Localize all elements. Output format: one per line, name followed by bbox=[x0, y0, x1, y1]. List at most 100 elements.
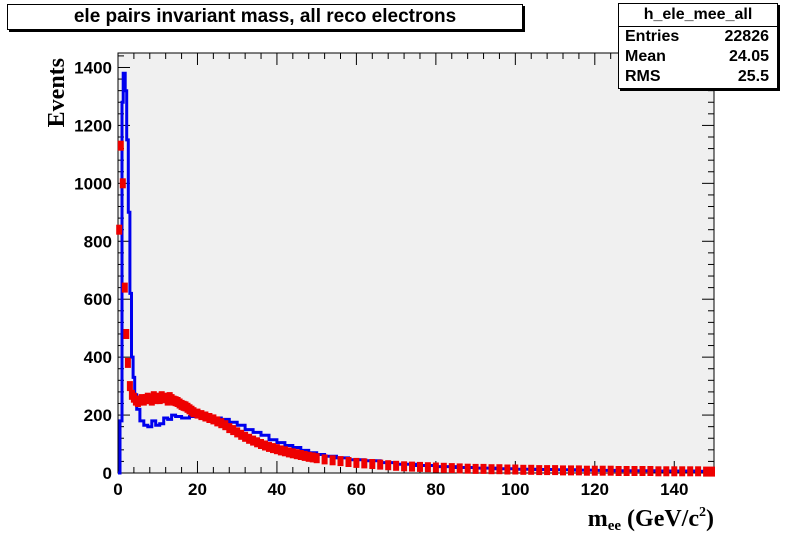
series-red-marker bbox=[440, 462, 447, 473]
x-axis-title-unit: (GeV/c bbox=[627, 506, 699, 532]
series-red-marker bbox=[329, 455, 336, 466]
series-red-marker bbox=[202, 411, 209, 422]
series-red-marker bbox=[305, 451, 312, 462]
x-tick-label: 40 bbox=[267, 480, 286, 499]
stats-rms-value: 25.5 bbox=[737, 68, 769, 85]
series-red-marker bbox=[198, 410, 205, 421]
series-group bbox=[116, 71, 715, 477]
series-red-marker bbox=[512, 464, 519, 475]
y-tick-label: 200 bbox=[84, 406, 112, 425]
series-red-marker bbox=[480, 463, 487, 474]
y-tick-label: 800 bbox=[84, 232, 112, 251]
stats-row-entries: Entries 22826 bbox=[619, 27, 777, 47]
series-red-marker bbox=[270, 443, 276, 454]
series-red-marker bbox=[568, 465, 574, 476]
stats-entries-value: 22826 bbox=[724, 28, 770, 45]
x-tick-label: 120 bbox=[581, 480, 609, 499]
x-axis-title: mee (GeV/c2) bbox=[588, 505, 714, 534]
series-red-marker bbox=[393, 460, 400, 471]
series-red-marker bbox=[277, 445, 284, 456]
series-red-marker bbox=[679, 466, 686, 477]
y-tick-label: 1400 bbox=[74, 58, 112, 77]
y-tick-label: 0 bbox=[103, 464, 112, 483]
series-red-marker bbox=[234, 427, 241, 438]
x-tick-label: 0 bbox=[113, 480, 122, 499]
series-red-marker bbox=[544, 465, 551, 476]
series-red-marker bbox=[266, 441, 272, 452]
series-red-marker bbox=[504, 464, 511, 475]
series-red-marker bbox=[369, 459, 376, 469]
series-red-marker bbox=[432, 462, 439, 473]
stats-histogram-name: h_ele_mee_all bbox=[619, 4, 777, 27]
series-red-marker bbox=[631, 466, 638, 476]
series-red-marker bbox=[194, 408, 201, 419]
series-red-marker bbox=[321, 454, 328, 465]
y-tick-label: 600 bbox=[84, 290, 112, 309]
x-axis-title-sub: ee bbox=[608, 518, 622, 534]
stats-entries-label: Entries bbox=[625, 28, 680, 45]
series-red-marker bbox=[273, 444, 280, 455]
series-red-marker bbox=[121, 282, 128, 293]
series-red-marker bbox=[464, 463, 471, 474]
series-red-marker bbox=[250, 435, 257, 446]
series-red-marker bbox=[401, 461, 408, 472]
series-red-marker bbox=[456, 463, 463, 474]
series-red-marker bbox=[575, 465, 582, 476]
series-red-marker bbox=[361, 458, 368, 469]
x-tick-label: 20 bbox=[188, 480, 207, 499]
stats-rms-label: RMS bbox=[625, 68, 661, 85]
series-red-marker bbox=[599, 465, 606, 476]
series-red-marker bbox=[206, 413, 213, 423]
x-tick-label: 80 bbox=[426, 480, 445, 499]
y-tick-label: 1200 bbox=[74, 116, 112, 135]
series-red-marker bbox=[583, 465, 590, 476]
series-red-marker bbox=[496, 464, 503, 475]
series-red-marker bbox=[246, 433, 253, 444]
series-red-marker bbox=[472, 463, 479, 474]
series-red-marker bbox=[258, 439, 264, 449]
series-red-marker bbox=[385, 460, 392, 471]
stats-mean-label: Mean bbox=[625, 48, 666, 65]
x-tick-label: 100 bbox=[501, 480, 529, 499]
series-red-marker bbox=[297, 450, 304, 460]
series-red-marker bbox=[655, 466, 662, 477]
series-red-marker bbox=[488, 464, 495, 475]
x-axis-title-close: ) bbox=[706, 506, 714, 532]
x-tick-label: 140 bbox=[660, 480, 688, 499]
series-red-marker bbox=[709, 466, 715, 477]
series-red-marker bbox=[289, 448, 296, 459]
stats-row-rms: RMS 25.5 bbox=[619, 67, 777, 87]
series-red-marker bbox=[424, 462, 431, 473]
series-red-marker bbox=[337, 456, 344, 467]
series-red-marker bbox=[238, 429, 245, 440]
series-red-marker bbox=[214, 416, 221, 427]
series-red-marker bbox=[409, 461, 415, 472]
series-red-marker bbox=[671, 466, 678, 477]
series-red-marker bbox=[345, 457, 352, 467]
series-red-marker bbox=[623, 466, 630, 476]
series-red-marker bbox=[301, 450, 308, 461]
series-red-marker bbox=[313, 453, 320, 464]
series-red-marker bbox=[615, 466, 622, 476]
series-red-marker bbox=[285, 447, 292, 458]
series-red-marker bbox=[528, 464, 535, 475]
series-red-marker bbox=[293, 449, 300, 460]
series-red-marker bbox=[117, 140, 124, 151]
series-red-marker bbox=[116, 224, 123, 235]
series-red-marker bbox=[254, 437, 261, 448]
series-red-marker bbox=[119, 178, 126, 189]
series-red-marker bbox=[126, 381, 133, 392]
x-tick-label: 60 bbox=[347, 480, 366, 499]
series-red-marker bbox=[607, 465, 614, 476]
series-red-marker bbox=[703, 466, 710, 477]
y-axis-title: Events bbox=[44, 58, 70, 127]
series-red-marker bbox=[309, 452, 316, 463]
series-red-marker bbox=[552, 465, 559, 476]
series-red-marker bbox=[123, 329, 130, 339]
stats-box: h_ele_mee_all Entries 22826 Mean 24.05 R… bbox=[618, 3, 778, 89]
series-red-marker bbox=[560, 465, 566, 476]
series-red-marker bbox=[210, 414, 217, 425]
series-red-marker bbox=[218, 418, 225, 429]
series-red-marker bbox=[226, 423, 233, 434]
